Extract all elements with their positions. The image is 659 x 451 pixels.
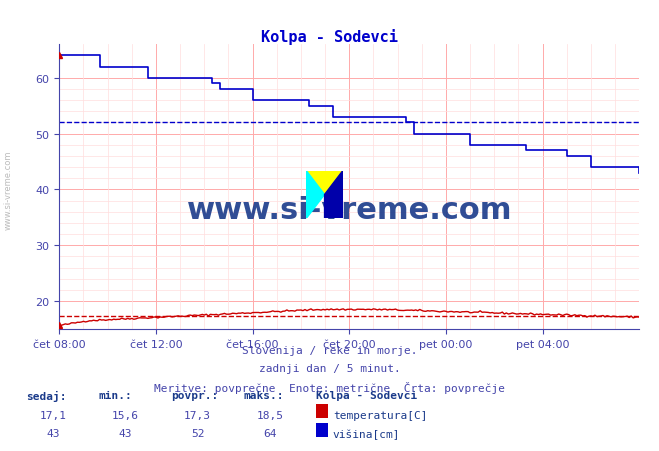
Text: 17,3: 17,3 xyxy=(185,410,211,420)
Text: zadnji dan / 5 minut.: zadnji dan / 5 minut. xyxy=(258,363,401,373)
Text: 18,5: 18,5 xyxy=(257,410,283,420)
Text: 52: 52 xyxy=(191,428,204,438)
Text: 15,6: 15,6 xyxy=(112,410,138,420)
Text: Kolpa - Sodevci: Kolpa - Sodevci xyxy=(316,390,418,400)
Text: višina[cm]: višina[cm] xyxy=(333,428,400,439)
Polygon shape xyxy=(306,171,343,195)
Text: Meritve: povprečne  Enote: metrične  Črta: povprečje: Meritve: povprečne Enote: metrične Črta:… xyxy=(154,381,505,393)
Text: 64: 64 xyxy=(264,428,277,438)
Text: sedaj:: sedaj: xyxy=(26,390,67,401)
Text: Kolpa - Sodevci: Kolpa - Sodevci xyxy=(261,29,398,45)
Text: Slovenija / reke in morje.: Slovenija / reke in morje. xyxy=(242,345,417,355)
Text: maks.:: maks.: xyxy=(244,390,284,400)
Text: povpr.:: povpr.: xyxy=(171,390,219,400)
Polygon shape xyxy=(325,171,343,219)
Text: www.si-vreme.com: www.si-vreme.com xyxy=(186,195,512,224)
Text: 43: 43 xyxy=(119,428,132,438)
Text: 43: 43 xyxy=(46,428,59,438)
Text: temperatura[C]: temperatura[C] xyxy=(333,410,427,420)
Polygon shape xyxy=(306,171,325,219)
Text: min.:: min.: xyxy=(99,390,132,400)
Text: www.si-vreme.com: www.si-vreme.com xyxy=(3,150,13,229)
Text: 17,1: 17,1 xyxy=(40,410,66,420)
